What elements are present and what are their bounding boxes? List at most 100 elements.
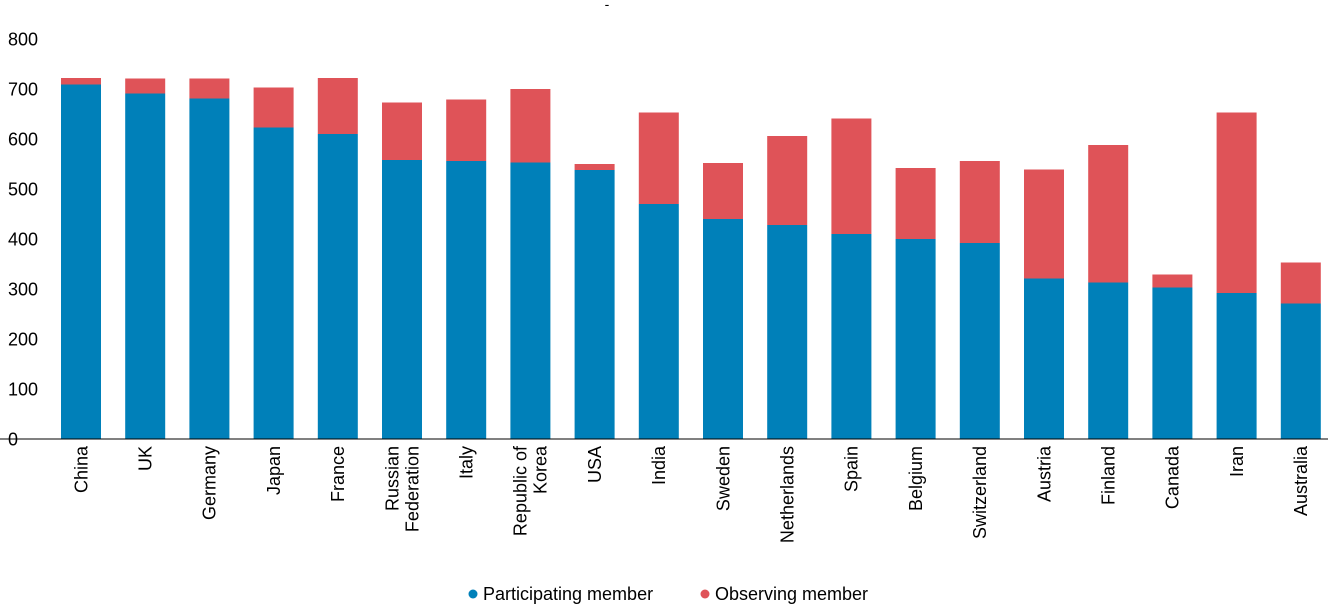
bar-observing [703, 163, 743, 219]
bar-participating [1152, 287, 1193, 439]
y-tick-label: 400 [8, 229, 38, 249]
bar-observing [895, 168, 936, 239]
bar-participating [253, 127, 294, 439]
x-tick-label-line: Canada [1163, 445, 1183, 509]
bar-participating [446, 161, 487, 439]
x-tick-label-line: Finland [1099, 446, 1119, 505]
bar-observing [125, 78, 166, 94]
x-tick-label-line: Sweden [713, 446, 733, 511]
x-tick-label: India [649, 445, 669, 485]
bar-participating [61, 84, 101, 439]
bar-observing [1152, 274, 1193, 288]
x-tick-label-line: Spain [842, 446, 862, 492]
bar-observing [446, 99, 487, 161]
bar-participating [510, 162, 551, 439]
legend-marker-participating [468, 589, 478, 599]
bar-observing [253, 87, 294, 128]
x-tick-label: Austria [1034, 445, 1054, 502]
bar-participating [767, 225, 808, 439]
bar-participating [1216, 293, 1257, 439]
x-tick-label-line: Russian [382, 446, 402, 511]
x-tick-label: Germany [200, 446, 220, 520]
y-tick-label: 100 [8, 379, 38, 399]
x-tick-label: Republic of Korea [511, 445, 551, 536]
bar-observing [1280, 262, 1321, 304]
bar-observing [189, 78, 230, 99]
x-tick-label: Switzerland [970, 446, 990, 539]
bar-observing [1088, 145, 1129, 283]
x-tick-label-line: USA [585, 446, 605, 483]
x-axis-labels: China UK Germany Japan France Russian Federati… [71, 445, 1311, 543]
bar-observing [638, 112, 679, 204]
x-tick-label: France [328, 446, 348, 502]
bar-participating [1088, 282, 1129, 439]
x-tick-label-line: China [71, 445, 91, 493]
x-tick-label-line: Switzerland [970, 446, 990, 539]
x-tick-label-line: Federation [402, 446, 422, 532]
bar-participating [125, 93, 166, 439]
x-tick-label: UK [136, 446, 156, 471]
legend: Participating member Observing member [468, 584, 868, 604]
bar-observing [317, 78, 358, 134]
bar-participating [895, 239, 936, 439]
x-tick-label: Canada [1163, 445, 1183, 509]
x-tick-label-line: Netherlands [778, 446, 798, 543]
x-tick-label: Finland [1099, 446, 1119, 505]
x-tick-label-line: Korea [531, 445, 551, 494]
x-tick-label: China [71, 445, 91, 493]
bar-observing [959, 161, 1000, 243]
y-tick-label: 300 [8, 279, 38, 299]
bar-observing [510, 89, 551, 163]
x-tick-label-line: Austria [1034, 445, 1054, 502]
bar-observing [1024, 169, 1064, 279]
bar-participating [382, 160, 422, 439]
x-tick-label: Sweden [713, 446, 733, 511]
chart-title: - [605, 0, 610, 12]
x-tick-label-line: Italy [457, 446, 477, 479]
bar-participating [317, 134, 358, 439]
x-tick-label-line: Republic of [511, 445, 531, 536]
x-tick-label: Iran [1227, 446, 1247, 477]
legend-label-participating: Participating member [483, 584, 653, 604]
x-tick-label: Australia [1291, 445, 1311, 516]
bar-observing [831, 118, 872, 234]
y-tick-label: 800 [8, 29, 38, 49]
bar-participating [1280, 303, 1321, 439]
bar-observing [1216, 112, 1257, 293]
bar-observing [767, 136, 808, 225]
legend-label-observing: Observing member [715, 584, 868, 604]
x-tick-label: Russian Federation [382, 446, 422, 532]
bar-observing [61, 78, 101, 85]
y-tick-label: 200 [8, 329, 38, 349]
x-tick-label-line: Germany [200, 446, 220, 520]
bar-participating [189, 98, 230, 439]
legend-marker-observing [700, 589, 710, 599]
x-tick-label: USA [585, 446, 605, 483]
x-tick-label-line: UK [136, 446, 156, 471]
x-tick-label-line: Australia [1291, 445, 1311, 516]
bar-participating [1024, 278, 1064, 439]
x-tick-label: Belgium [906, 446, 926, 511]
x-tick-label: Italy [457, 446, 477, 479]
x-tick-label: Japan [264, 446, 284, 495]
x-tick-label-line: Iran [1227, 446, 1247, 477]
bar-participating [959, 243, 1000, 439]
bar-observing [574, 164, 615, 170]
bars [61, 78, 1321, 439]
bar-participating [574, 170, 615, 439]
x-tick-label-line: Belgium [906, 446, 926, 511]
bar-participating [703, 219, 743, 439]
bar-participating [831, 234, 872, 439]
x-tick-label: Spain [842, 446, 862, 492]
bar-observing [382, 102, 422, 160]
x-tick-label-line: India [649, 445, 669, 485]
x-tick-label-line: France [328, 446, 348, 502]
y-tick-label: 700 [8, 79, 38, 99]
x-tick-label: Netherlands [778, 446, 798, 543]
y-tick-label: 600 [8, 129, 38, 149]
x-tick-label-line: Japan [264, 446, 284, 495]
bar-participating [638, 204, 679, 439]
y-tick-label: 500 [8, 179, 38, 199]
